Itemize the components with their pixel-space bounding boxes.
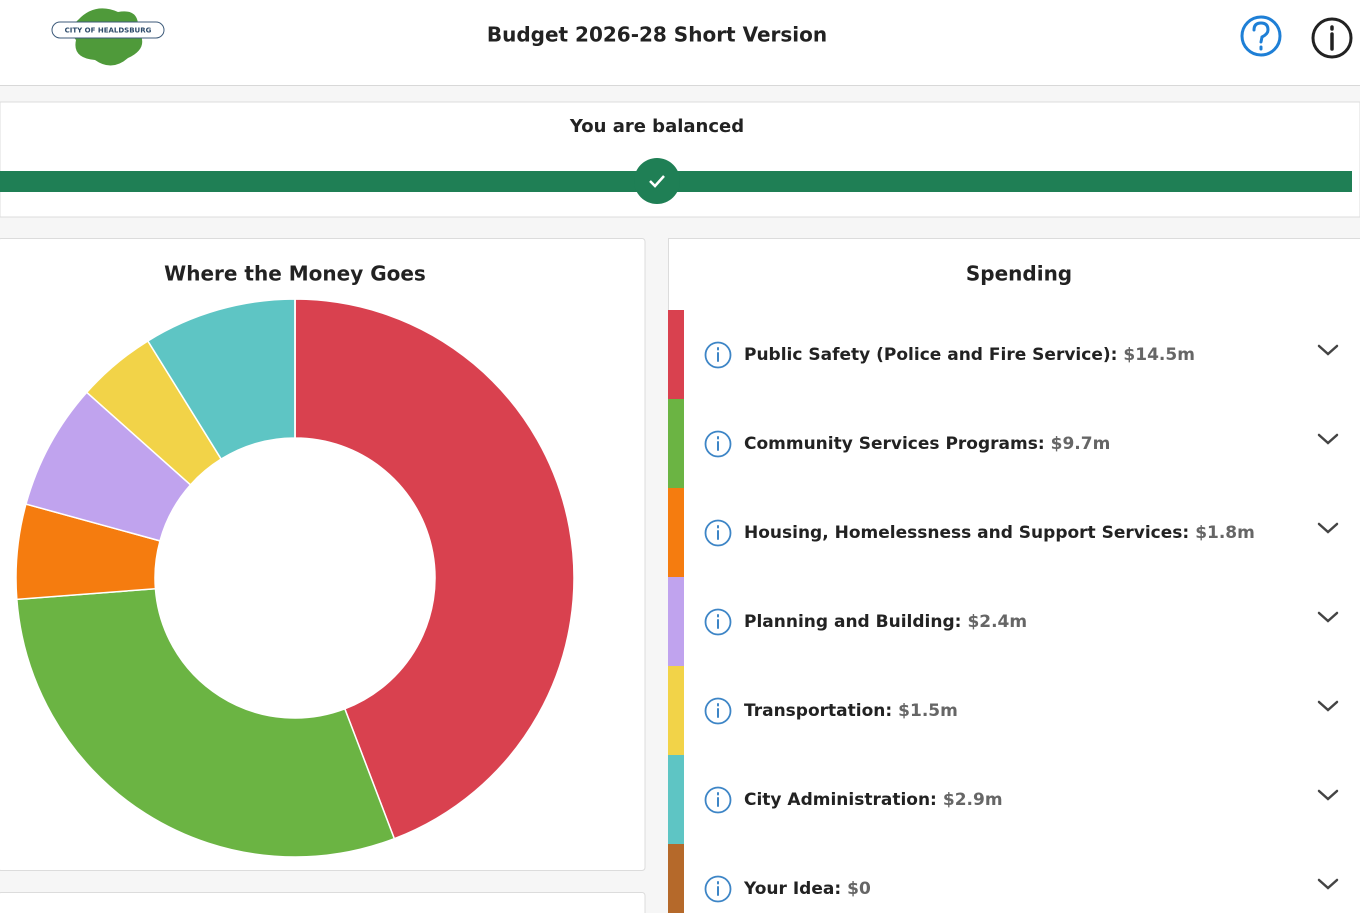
row-chevron[interactable] [1317,522,1339,534]
row-info-icon[interactable] [704,430,732,458]
row-amount: $0 [847,879,871,899]
row-color [668,844,684,913]
row-info-icon[interactable] [704,875,732,903]
balance-panel [0,101,1360,218]
row-category: Community Services Programs: [744,434,1045,454]
row-background [668,666,1360,755]
pie-slice[interactable] [294,298,575,840]
row-category: Planning and Building: [744,612,961,632]
row-info-icon[interactable] [704,341,732,369]
row-color [668,666,684,755]
spending-title: Spending [966,262,1072,286]
logo-band [51,21,165,39]
row-info-icon[interactable] [704,519,732,547]
row-chevron[interactable] [1317,433,1339,445]
row-text: Housing, Homelessness and Support Servic… [744,523,1255,543]
row-background [668,488,1360,577]
spending-row[interactable]: Your Idea: $0 [668,844,1360,913]
info-circle [1311,17,1353,59]
logo[interactable]: CITY OF HEALDSBURG [51,8,165,66]
spending-row[interactable]: Community Services Programs: $9.7m [668,399,1360,489]
help-button[interactable] [1240,15,1282,57]
spending-list: Public Safety (Police and Fire Service):… [668,310,1360,913]
logo-text: CITY OF HEALDSBURG [65,27,152,35]
spending-row[interactable]: Planning and Building: $2.4m [668,577,1360,667]
info-circle [704,430,732,458]
row-chevron[interactable] [1317,344,1339,356]
row-color [668,577,684,666]
page-title: Budget 2026-28 Short Version [487,23,827,47]
info-circle [704,519,732,547]
help-circle [1240,15,1282,57]
row-amount: $14.5m [1123,345,1195,365]
row-color [668,310,684,399]
row-category: Your Idea: [743,879,841,899]
row-amount: $1.5m [898,701,958,721]
row-color [668,399,684,488]
row-text: Community Services Programs: $9.7m [744,434,1110,454]
lower-card [0,892,646,913]
info-circle [704,341,732,369]
info-circle [704,875,732,903]
info-button[interactable] [1311,17,1353,59]
row-chevron[interactable] [1317,611,1339,623]
row-amount: $2.4m [967,612,1027,632]
row-category: Transportation: [744,701,892,721]
balance-marker [634,158,680,204]
row-text: City Administration: $2.9m [744,790,1003,810]
info-circle [704,697,732,725]
spending-row[interactable]: Public Safety (Police and Fire Service):… [668,310,1360,400]
chart-title: Where the Money Goes [164,262,426,286]
row-text: Your Idea: $0 [743,879,871,899]
pie-slice[interactable] [16,587,396,858]
row-color [668,488,684,577]
spending-row[interactable]: Housing, Homelessness and Support Servic… [668,488,1360,578]
row-amount: $9.7m [1051,434,1111,454]
row-text: Planning and Building: $2.4m [744,612,1027,632]
donut-chart [15,298,575,858]
balance-check [649,175,665,188]
row-info-icon[interactable] [704,697,732,725]
row-amount: $1.8m [1195,523,1255,543]
spending-row[interactable]: City Administration: $2.9m [668,755,1360,845]
row-background [668,755,1360,844]
row-category: Housing, Homelessness and Support Servic… [744,523,1189,543]
row-background [668,577,1360,666]
row-category: City Administration: [744,790,937,810]
row-amount: $2.9m [943,790,1003,810]
help-glyph [1252,21,1270,51]
row-chevron[interactable] [1317,789,1339,801]
row-background [668,399,1360,488]
row-background [668,844,1360,913]
row-chevron[interactable] [1317,700,1339,712]
row-text: Transportation: $1.5m [744,701,958,721]
row-category: Public Safety (Police and Fire Service): [744,345,1117,365]
header-bar [0,0,1360,85]
row-text: Public Safety (Police and Fire Service):… [744,345,1195,365]
row-info-icon[interactable] [704,786,732,814]
balance-status: You are balanced [569,116,744,137]
row-background [668,310,1360,399]
row-chevron[interactable] [1317,878,1339,890]
info-circle [704,608,732,636]
row-color [668,755,684,844]
info-circle [704,786,732,814]
row-info-icon[interactable] [704,608,732,636]
spending-row[interactable]: Transportation: $1.5m [668,666,1360,756]
